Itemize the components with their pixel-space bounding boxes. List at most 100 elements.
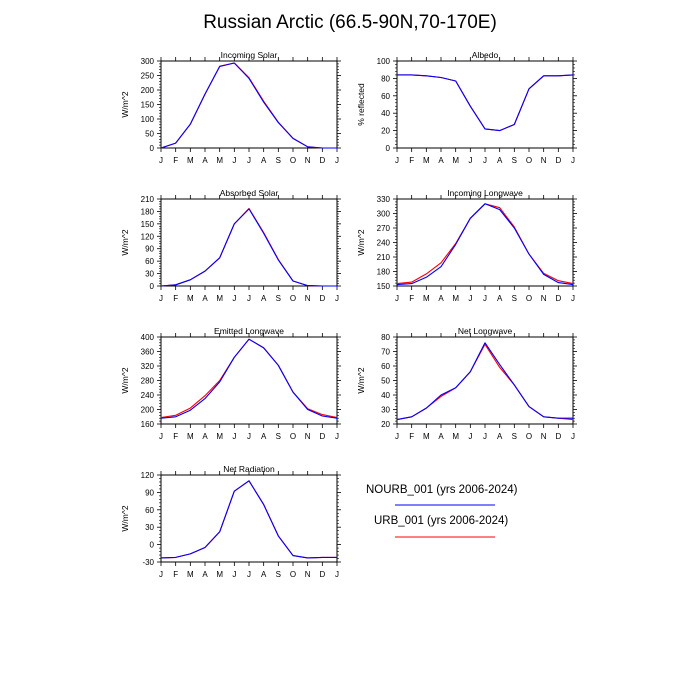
y-tick-label: 30	[145, 270, 154, 279]
x-tick-label: M	[216, 294, 223, 303]
x-tick-label: M	[187, 432, 194, 441]
chart-title: Incoming Longwave	[447, 188, 523, 198]
x-tick-label: F	[173, 570, 178, 579]
y-tick-label: 150	[141, 220, 155, 229]
x-tick-label: J	[483, 294, 487, 303]
series-line	[160, 480, 337, 559]
y-tick-label: 240	[141, 391, 155, 400]
x-tick-label: A	[261, 432, 267, 441]
x-tick-label: D	[555, 156, 561, 165]
y-tick-label: 150	[377, 282, 391, 291]
x-tick-label: J	[571, 294, 575, 303]
chart-title: Emitted Longwave	[214, 326, 284, 336]
y-tick-label: 0	[150, 144, 155, 153]
x-tick-label: F	[173, 294, 178, 303]
series-line	[396, 203, 574, 286]
x-tick-label: A	[261, 294, 267, 303]
figure-title: Russian Arctic (66.5-90N,70-170E)	[203, 12, 497, 33]
series-line	[160, 62, 337, 149]
x-tick-label: A	[438, 432, 444, 441]
x-tick-label: J	[159, 294, 163, 303]
series-line	[397, 74, 574, 132]
y-tick-label: 210	[377, 253, 391, 262]
y-tick-label: 300	[377, 210, 391, 219]
y-tick-label: 360	[141, 348, 155, 357]
x-tick-label: J	[335, 294, 339, 303]
y-tick-label: 300	[141, 57, 155, 66]
x-tick-label: A	[261, 156, 267, 165]
x-tick-label: M	[187, 570, 194, 579]
x-tick-label: N	[541, 432, 547, 441]
x-tick-label: J	[232, 432, 236, 441]
y-axis-label: W/m^2	[120, 505, 130, 531]
x-tick-label: J	[483, 432, 487, 441]
plot-frame	[160, 60, 338, 149]
y-tick-label: 40	[381, 391, 390, 400]
x-tick-label: J	[395, 156, 399, 165]
x-tick-label: F	[173, 432, 178, 441]
x-tick-label: A	[438, 156, 444, 165]
y-tick-label: 240	[377, 239, 391, 248]
chart-title: Net Radiation	[223, 464, 275, 474]
x-tick-label: O	[290, 156, 296, 165]
x-tick-label: A	[261, 570, 267, 579]
x-tick-label: N	[305, 156, 311, 165]
y-tick-label: -30	[142, 558, 154, 567]
y-tick-label: 60	[145, 506, 154, 515]
y-axis-label: W/m^2	[120, 91, 130, 117]
x-tick-label: J	[395, 294, 399, 303]
x-tick-label: M	[423, 432, 430, 441]
x-tick-label: N	[305, 294, 311, 303]
x-tick-label: J	[395, 432, 399, 441]
y-axis-label: % reflected	[356, 83, 366, 126]
chart-title: Incoming Solar	[221, 50, 278, 60]
series-line	[160, 208, 337, 287]
y-tick-label: 400	[141, 333, 155, 342]
plot-frame	[160, 198, 338, 287]
x-tick-label: N	[541, 294, 547, 303]
y-tick-label: 180	[141, 207, 155, 216]
series-line	[396, 203, 574, 285]
x-tick-label: D	[555, 294, 561, 303]
y-tick-label: 30	[145, 523, 154, 532]
chart-title: Net Longwave	[458, 326, 513, 336]
x-tick-label: S	[512, 432, 517, 441]
y-axis-label: W/m^2	[120, 229, 130, 255]
x-tick-label: M	[187, 156, 194, 165]
plot-frame	[396, 60, 574, 149]
y-tick-label: 330	[377, 195, 391, 204]
series-line	[160, 207, 337, 287]
x-tick-label: O	[526, 294, 532, 303]
x-tick-label: J	[483, 156, 487, 165]
y-tick-label: 250	[141, 72, 155, 81]
x-tick-label: J	[468, 432, 472, 441]
x-tick-label: J	[247, 570, 251, 579]
x-tick-label: S	[276, 294, 281, 303]
x-tick-label: F	[409, 432, 414, 441]
x-tick-label: S	[276, 156, 281, 165]
x-tick-label: M	[423, 156, 430, 165]
y-tick-label: 40	[381, 109, 390, 118]
series-line	[396, 343, 574, 421]
x-tick-label: N	[305, 432, 311, 441]
x-tick-label: J	[159, 570, 163, 579]
x-tick-label: J	[335, 570, 339, 579]
series-line	[396, 342, 573, 421]
x-tick-label: F	[173, 156, 178, 165]
x-tick-label: A	[497, 432, 503, 441]
x-tick-label: S	[512, 294, 517, 303]
x-tick-label: M	[452, 156, 459, 165]
x-tick-label: J	[571, 156, 575, 165]
y-tick-label: 160	[141, 420, 155, 429]
y-tick-label: 50	[381, 377, 390, 386]
x-tick-label: J	[571, 432, 575, 441]
x-tick-label: A	[202, 570, 208, 579]
y-tick-label: 20	[381, 127, 390, 136]
x-tick-label: N	[541, 156, 547, 165]
x-tick-label: N	[305, 570, 311, 579]
y-tick-label: 150	[141, 101, 155, 110]
